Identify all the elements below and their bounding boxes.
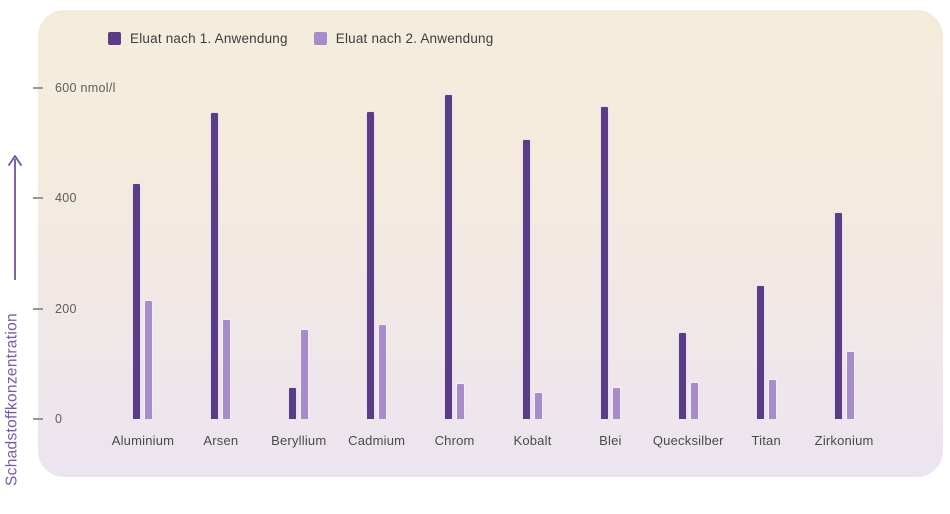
legend-label: Eluat nach 1. Anwendung xyxy=(130,31,288,46)
tick-mark xyxy=(33,197,43,200)
bar-zirkonium-series-1 xyxy=(833,212,843,419)
category-label: Zirkonium xyxy=(814,433,874,448)
tick-mark xyxy=(33,307,43,310)
chart-panel xyxy=(38,10,943,477)
legend-swatch-icon xyxy=(108,32,121,45)
y-axis-title: Schadstoffkonzentration xyxy=(3,313,21,486)
category-label: Aluminium xyxy=(111,433,175,448)
category-label: Kobalt xyxy=(513,433,552,448)
legend-label: Eluat nach 2. Anwendung xyxy=(335,31,494,46)
legend-item-2: Eluat nach 2. Anwendung xyxy=(313,31,494,46)
bar-blei-series-2 xyxy=(611,387,621,419)
bar-arsen-series-1 xyxy=(210,112,220,419)
bar-cadmium-series-1 xyxy=(366,111,376,419)
bar-blei-series-1 xyxy=(599,106,609,419)
tick-label: 200 xyxy=(55,301,77,316)
tick-label: 0 xyxy=(55,412,63,426)
legend: Eluat nach 1. Anwendung Eluat nach 2. Anw… xyxy=(108,31,493,46)
bar-beryllium-series-2 xyxy=(300,329,310,419)
tick-label: 400 xyxy=(55,191,77,206)
tick-label: 600 nmol/l xyxy=(55,81,116,95)
bar-group-blei: Blei xyxy=(571,88,649,448)
bar-plot-area: Aluminium Arsen Beryllium Cadmium Chrom Kobal… xyxy=(104,88,883,448)
tick-mark xyxy=(33,87,43,89)
bar-group-zirkonium: Zirkonium xyxy=(805,88,883,448)
bar-titan-series-1 xyxy=(755,285,765,419)
bar-kobalt-series-1 xyxy=(521,139,531,419)
legend-swatch-icon xyxy=(313,32,327,45)
up-arrow-icon xyxy=(8,155,22,280)
bar-chrom-series-1 xyxy=(444,94,454,419)
category-label: Arsen xyxy=(203,433,239,448)
bar-group-arsen: Arsen xyxy=(182,88,260,448)
bar-quecksilber-series-2 xyxy=(689,382,699,419)
bar-titan-series-2 xyxy=(767,379,777,419)
category-label: Beryllium xyxy=(271,433,327,448)
category-label: Titan xyxy=(751,433,781,448)
bar-quecksilber-series-1 xyxy=(677,332,687,419)
bar-kobalt-series-2 xyxy=(533,392,543,419)
legend-item-1: Eluat nach 1. Anwendung xyxy=(108,31,288,46)
bar-group-kobalt: Kobalt xyxy=(494,88,572,448)
category-label: Cadmium xyxy=(348,433,406,448)
bar-group-aluminium: Aluminium xyxy=(104,88,182,448)
bar-cadmium-series-2 xyxy=(378,324,388,419)
tick-mark xyxy=(33,418,43,420)
category-label: Blei xyxy=(599,433,622,448)
bar-group-titan: Titan xyxy=(727,88,805,448)
category-label: Chrom xyxy=(434,433,475,448)
bar-aluminium-series-1 xyxy=(132,183,142,419)
category-label: Quecksilber xyxy=(652,433,724,448)
bar-group-beryllium: Beryllium xyxy=(260,88,338,448)
bar-zirkonium-series-2 xyxy=(845,351,855,419)
bar-arsen-series-2 xyxy=(222,319,232,419)
bar-group-quecksilber: Quecksilber xyxy=(649,88,727,448)
bar-aluminium-series-2 xyxy=(144,300,154,419)
bar-group-cadmium: Cadmium xyxy=(338,88,416,448)
bar-beryllium-series-1 xyxy=(288,387,298,419)
bar-chrom-series-2 xyxy=(456,383,466,419)
bar-group-chrom: Chrom xyxy=(416,88,494,448)
